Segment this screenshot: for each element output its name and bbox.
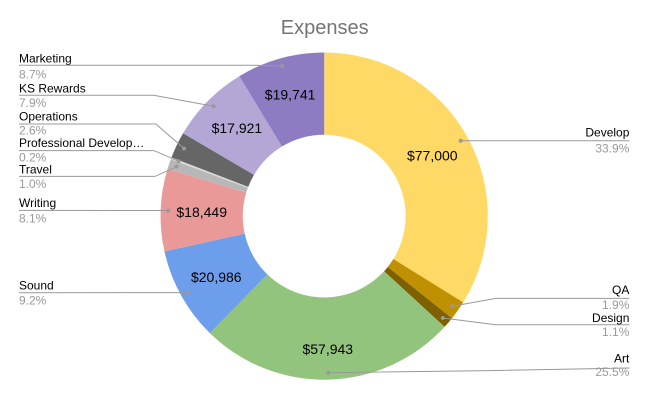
svg-text:$20,986: $20,986 xyxy=(191,269,242,285)
svg-text:1.9%: 1.9% xyxy=(602,298,630,312)
svg-text:33.9%: 33.9% xyxy=(595,141,629,155)
svg-text:$18,449: $18,449 xyxy=(176,204,227,220)
svg-text:Expenses: Expenses xyxy=(281,17,369,39)
svg-text:0.2%: 0.2% xyxy=(19,151,47,165)
svg-text:2.6%: 2.6% xyxy=(19,124,47,138)
svg-text:$57,943: $57,943 xyxy=(302,341,353,357)
svg-text:$19,741: $19,741 xyxy=(265,86,316,102)
svg-text:25.5%: 25.5% xyxy=(595,365,629,379)
svg-text:Develop: Develop xyxy=(585,125,629,139)
svg-text:$17,921: $17,921 xyxy=(212,120,263,136)
svg-text:7.9%: 7.9% xyxy=(19,96,47,110)
svg-text:Writing: Writing xyxy=(19,196,56,210)
svg-text:Travel: Travel xyxy=(19,162,52,176)
svg-text:9.2%: 9.2% xyxy=(19,294,47,308)
svg-text:Sound: Sound xyxy=(19,279,54,293)
svg-text:Art: Art xyxy=(614,352,630,366)
svg-text:Design: Design xyxy=(592,311,629,325)
svg-text:Professional Develop…: Professional Develop… xyxy=(19,136,144,150)
svg-text:Operations: Operations xyxy=(19,110,78,124)
svg-text:8.7%: 8.7% xyxy=(19,67,47,81)
svg-text:QA: QA xyxy=(612,283,629,297)
svg-text:Marketing: Marketing xyxy=(19,51,72,65)
svg-text:1.1%: 1.1% xyxy=(602,325,630,339)
svg-text:KS Rewards: KS Rewards xyxy=(19,81,86,95)
svg-text:$77,000: $77,000 xyxy=(407,148,458,164)
svg-text:8.1%: 8.1% xyxy=(19,211,47,225)
svg-text:1.0%: 1.0% xyxy=(19,177,47,191)
